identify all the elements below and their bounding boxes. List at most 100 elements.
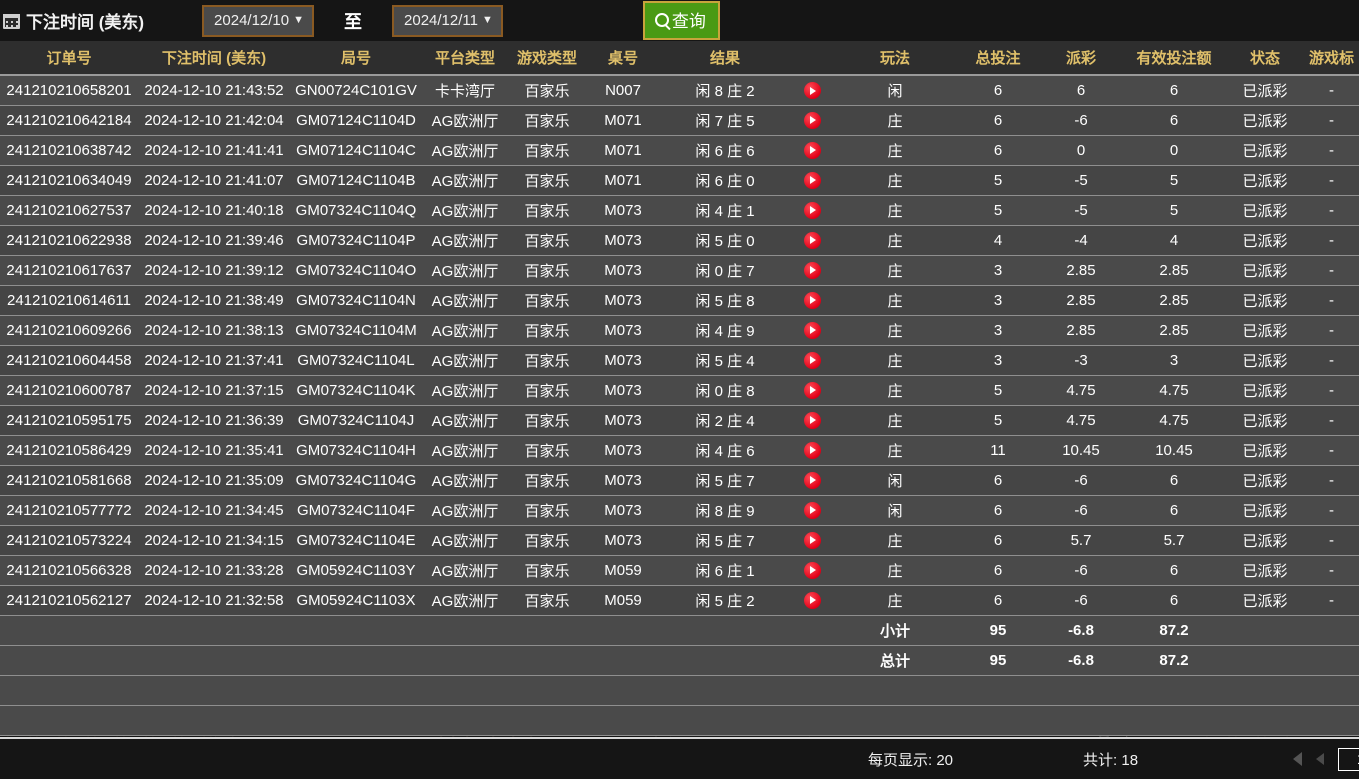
prev-page-icon[interactable] <box>1316 753 1325 765</box>
status-cell: 已派彩 <box>1226 375 1304 406</box>
game-tag-cell: - <box>1304 345 1359 376</box>
round-no-cell: GM07324C1104L <box>290 345 422 376</box>
table-no-cell: M071 <box>586 165 660 196</box>
play-icon[interactable] <box>803 201 821 219</box>
table-row[interactable]: 241210210573224 2024-12-10 21:34:15 GM0732… <box>0 525 1359 556</box>
table-row[interactable]: 241210210586429 2024-12-10 21:35:41 GM0732… <box>0 435 1359 466</box>
round-no-cell: GM07324C1104N <box>290 285 422 316</box>
bet-type-cell: 庄 <box>834 375 956 406</box>
replay-cell <box>790 285 834 316</box>
date-from-picker[interactable]: 2024/12/10 ▼ <box>202 4 315 37</box>
play-icon[interactable] <box>803 501 821 519</box>
column-header-payout[interactable]: 派彩 <box>1040 41 1122 76</box>
status-cell: 已派彩 <box>1226 75 1304 106</box>
table-row[interactable]: 241210210638742 2024-12-10 21:41:41 GM0712… <box>0 135 1359 166</box>
play-icon[interactable] <box>803 381 821 399</box>
bet-time-cell: 2024-12-10 21:37:41 <box>138 345 290 376</box>
summary-valid-bet: 87.2 <box>1122 645 1226 676</box>
game-tag-cell: - <box>1304 255 1359 286</box>
game-tag-cell: - <box>1304 135 1359 166</box>
table-row[interactable]: 241210210562127 2024-12-10 21:32:58 GM0592… <box>0 585 1359 616</box>
play-icon[interactable] <box>803 561 821 579</box>
bet-time-cell: 2024-12-10 21:35:41 <box>138 435 290 466</box>
table-row[interactable]: 241210210622938 2024-12-10 21:39:46 GM0732… <box>0 225 1359 256</box>
play-icon[interactable] <box>803 82 821 100</box>
column-header-bet-type[interactable]: 玩法 <box>834 41 956 76</box>
table-row[interactable]: 241210210658201 2024-12-10 21:43:52 GN0072… <box>0 75 1359 106</box>
column-header-bet-time[interactable]: 下注时间 (美东) <box>138 41 290 76</box>
total-bet-cell: 3 <box>956 345 1040 376</box>
table-row[interactable]: 241210210581668 2024-12-10 21:35:09 GM0732… <box>0 465 1359 496</box>
game-tag-cell: - <box>1304 435 1359 466</box>
table-row[interactable]: 241210210614611 2024-12-10 21:38:49 GM0732… <box>0 285 1359 316</box>
table-no-cell: M071 <box>586 105 660 136</box>
play-icon[interactable] <box>803 591 821 609</box>
total-bet-cell: 6 <box>956 525 1040 556</box>
order-no-cell: 241210210586429 <box>0 435 138 466</box>
table-row[interactable]: 241210210609266 2024-12-10 21:38:13 GM0732… <box>0 315 1359 346</box>
payout-cell: 4.75 <box>1040 405 1122 436</box>
order-no-cell: 241210210634049 <box>0 165 138 196</box>
play-icon[interactable] <box>803 411 821 429</box>
filler-cell <box>1122 705 1226 736</box>
play-icon[interactable] <box>803 441 821 459</box>
play-icon[interactable] <box>803 111 821 129</box>
valid-bet-cell: 6 <box>1122 495 1226 526</box>
platform-cell: AG欧洲厅 <box>422 435 508 466</box>
platform-cell: AG欧洲厅 <box>422 255 508 286</box>
column-header-result[interactable]: 结果 <box>660 41 790 76</box>
play-icon[interactable] <box>803 531 821 549</box>
column-header-order-no[interactable]: 订单号 <box>0 41 138 76</box>
column-header-status[interactable]: 状态 <box>1226 41 1304 76</box>
query-button[interactable]: 查询 <box>642 1 720 40</box>
filler-cell <box>138 705 290 736</box>
play-icon[interactable] <box>803 261 821 279</box>
column-header-game-type[interactable]: 游戏类型 <box>508 41 586 76</box>
order-no-cell: 241210210562127 <box>0 585 138 616</box>
table-row[interactable]: 241210210617637 2024-12-10 21:39:12 GM0732… <box>0 255 1359 286</box>
table-row[interactable]: 241210210642184 2024-12-10 21:42:04 GM0712… <box>0 105 1359 136</box>
table-row[interactable]: 241210210634049 2024-12-10 21:41:07 GM0712… <box>0 165 1359 196</box>
play-icon[interactable] <box>803 291 821 309</box>
column-header-total-bet[interactable]: 总投注 <box>956 41 1040 76</box>
payout-cell: -3 <box>1040 345 1122 376</box>
filler-cell <box>660 675 790 706</box>
table-row[interactable]: 241210210600787 2024-12-10 21:37:15 GM0732… <box>0 375 1359 406</box>
result-cell: 闲 0 庄 7 <box>660 255 790 286</box>
replay-cell <box>790 495 834 526</box>
date-to-picker[interactable]: 2024/12/11 ▼ <box>392 4 503 37</box>
game-type-cell: 百家乐 <box>508 135 586 166</box>
column-header-round-no[interactable]: 局号 <box>290 41 422 76</box>
platform-cell: AG欧洲厅 <box>422 555 508 586</box>
summary-blank-cell <box>1226 645 1304 676</box>
column-header-game-tag[interactable]: 游戏标 <box>1304 41 1359 76</box>
column-header-valid-bet[interactable]: 有效投注额 <box>1122 41 1226 76</box>
page-number-input[interactable] <box>1338 747 1359 771</box>
order-no-cell: 241210210627537 <box>0 195 138 226</box>
order-no-cell: 241210210573224 <box>0 525 138 556</box>
first-page-icon[interactable] <box>1293 752 1303 766</box>
column-header-table-no[interactable]: 桌号 <box>586 41 660 76</box>
column-header-platform[interactable]: 平台类型 <box>422 41 508 76</box>
payout-cell: 5.7 <box>1040 525 1122 556</box>
table-row[interactable]: 241210210627537 2024-12-10 21:40:18 GM0732… <box>0 195 1359 226</box>
bet-type-cell: 庄 <box>834 255 956 286</box>
game-tag-cell: - <box>1304 525 1359 556</box>
valid-bet-cell: 4.75 <box>1122 375 1226 406</box>
order-no-cell: 241210210600787 <box>0 375 138 406</box>
payout-cell: -5 <box>1040 195 1122 226</box>
play-icon[interactable] <box>803 471 821 489</box>
bet-time-cell: 2024-12-10 21:41:41 <box>138 135 290 166</box>
play-icon[interactable] <box>803 351 821 369</box>
play-icon[interactable] <box>803 321 821 339</box>
game-type-cell: 百家乐 <box>508 255 586 286</box>
table-row[interactable]: 241210210604458 2024-12-10 21:37:41 GM0732… <box>0 345 1359 376</box>
bet-time-cell: 2024-12-10 21:36:39 <box>138 405 290 436</box>
game-tag-cell: - <box>1304 195 1359 226</box>
table-row[interactable]: 241210210566328 2024-12-10 21:33:28 GM0592… <box>0 555 1359 586</box>
table-row[interactable]: 241210210595175 2024-12-10 21:36:39 GM0732… <box>0 405 1359 436</box>
play-icon[interactable] <box>803 231 821 249</box>
play-icon[interactable] <box>803 171 821 189</box>
table-row[interactable]: 241210210577772 2024-12-10 21:34:45 GM0732… <box>0 495 1359 526</box>
play-icon[interactable] <box>803 141 821 159</box>
